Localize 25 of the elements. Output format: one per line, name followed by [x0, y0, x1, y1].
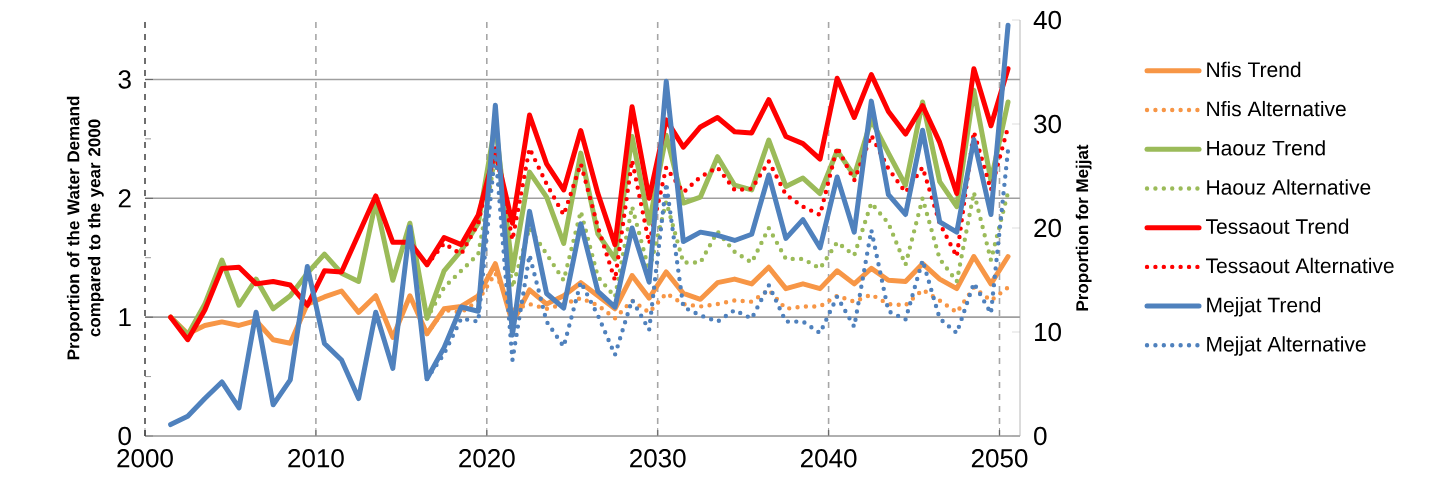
legend-label: Mejjat Alternative [1207, 336, 1366, 356]
y2-axis-title: Proportion for Mejjat [1075, 144, 1092, 311]
legend-label: Tessaout Alternative [1205, 257, 1394, 274]
legend-label: Haouz Trend [1207, 140, 1325, 156]
y2-tick-label: 0 [1034, 426, 1047, 446]
legend-label: Mejjat Trend [1207, 296, 1321, 317]
legend-label: Nfis Trend [1207, 61, 1301, 78]
legend-label: Nfis Alternative [1207, 100, 1346, 117]
y-tick-label: 2 [118, 189, 131, 208]
y2-tick-label: 20 [1034, 218, 1061, 238]
x-tick-label: 2010 [288, 449, 344, 468]
y-tick-label: 0 [118, 426, 131, 446]
x-tick-label: 2030 [630, 449, 686, 468]
y2-tick-label: 10 [1035, 322, 1061, 342]
x-tick-label: 2000 [117, 449, 173, 468]
y-tick-label: 3 [118, 70, 131, 89]
y-tick-label: 1 [119, 308, 131, 327]
legend-label: Haouz Alternative [1207, 179, 1371, 195]
y-axis-title: Proportion of the Water Demand compared to the year 2000 [66, 96, 104, 360]
y2-tick-label: 30 [1034, 114, 1061, 134]
x-tick-label: 2020 [459, 449, 515, 468]
x-tick-label: 2050 [971, 449, 1028, 468]
y2-tick-label: 40 [1033, 10, 1061, 30]
x-tick-label: 2040 [801, 449, 857, 468]
legend-label: Tessaout Trend [1205, 218, 1349, 234]
